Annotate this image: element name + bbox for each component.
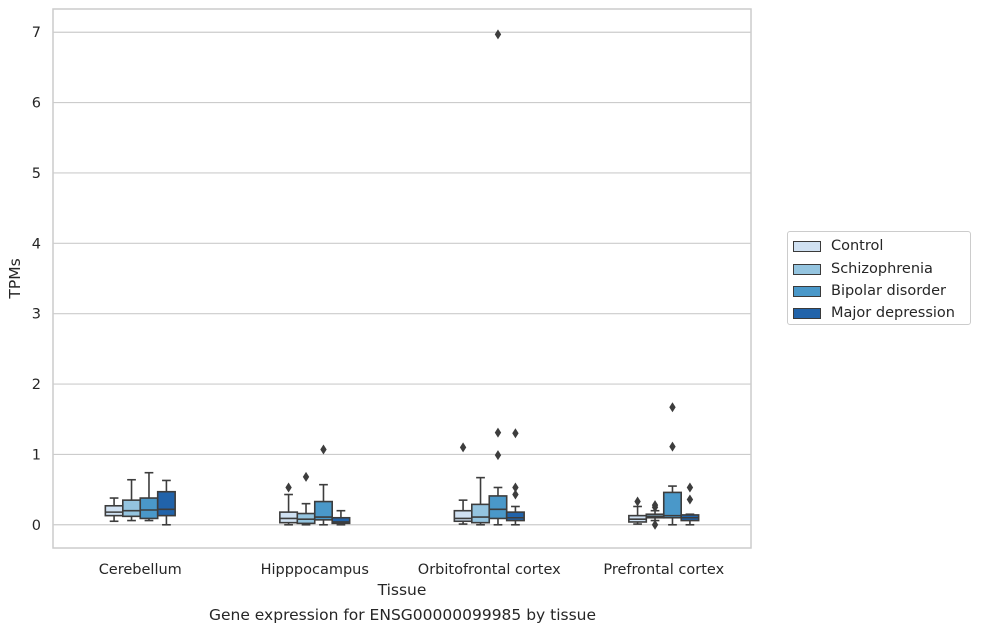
outlier-point bbox=[459, 442, 467, 453]
outlier-point bbox=[494, 29, 502, 40]
box bbox=[139, 497, 159, 520]
plot-frame bbox=[52, 8, 752, 549]
x-tick-label: Prefrontal cortex bbox=[603, 562, 724, 578]
outlier-point bbox=[512, 482, 519, 493]
box bbox=[279, 511, 299, 524]
legend-label: Schizophrenia bbox=[831, 261, 933, 277]
outlier-point bbox=[302, 471, 310, 482]
box bbox=[313, 500, 334, 521]
y-tick-label: 2 bbox=[32, 377, 41, 393]
y-tick-label: 6 bbox=[32, 96, 41, 112]
legend-label: Control bbox=[831, 238, 884, 254]
box bbox=[122, 499, 142, 518]
legend: Control Schizophrenia Bipolar disorder M… bbox=[787, 231, 971, 325]
y-tick-label: 4 bbox=[32, 236, 41, 252]
outlier-point bbox=[494, 450, 502, 461]
x-tick-label: Hipppocampus bbox=[261, 562, 369, 578]
outlier-point bbox=[669, 402, 676, 413]
legend-swatch bbox=[793, 263, 821, 275]
legend-swatch bbox=[793, 240, 821, 252]
box bbox=[505, 511, 525, 522]
outlier-point bbox=[686, 482, 694, 493]
legend-item: Schizophrenia bbox=[793, 259, 933, 279]
outlier-point bbox=[512, 489, 519, 500]
outlier-point bbox=[285, 482, 292, 493]
x-axis-label: Tissue bbox=[377, 581, 427, 599]
outlier-point bbox=[669, 441, 676, 452]
x-tick-label: Orbitofrontal cortex bbox=[418, 562, 561, 578]
y-tick-label: 0 bbox=[32, 518, 41, 534]
legend-item: Control bbox=[793, 236, 883, 256]
box bbox=[331, 516, 351, 525]
y-tick-label: 5 bbox=[32, 166, 41, 182]
legend-item: Bipolar disorder bbox=[793, 281, 946, 301]
legend-item: Major depression bbox=[793, 303, 955, 323]
box bbox=[662, 491, 683, 519]
box bbox=[156, 490, 176, 517]
outlier-point bbox=[494, 427, 502, 438]
x-tick-label: Cerebellum bbox=[99, 562, 182, 578]
box bbox=[104, 504, 124, 517]
outlier-point bbox=[512, 428, 519, 439]
y-tick-label: 3 bbox=[32, 307, 41, 323]
outlier-point bbox=[320, 444, 327, 455]
y-tick-label: 1 bbox=[32, 447, 41, 463]
legend-swatch bbox=[793, 285, 821, 297]
legend-swatch bbox=[793, 307, 821, 319]
y-axis-label: TPMs bbox=[6, 258, 24, 299]
box bbox=[470, 503, 491, 524]
y-tick-label: 7 bbox=[32, 25, 41, 41]
chart-caption: Gene expression for ENSG00000099985 by t… bbox=[208, 606, 597, 624]
box bbox=[453, 509, 473, 523]
outlier-point bbox=[634, 496, 641, 507]
outlier-point bbox=[651, 500, 659, 511]
outlier-point bbox=[686, 494, 694, 505]
legend-label: Major depression bbox=[831, 305, 955, 321]
legend-label: Bipolar disorder bbox=[831, 283, 946, 299]
box bbox=[488, 495, 508, 520]
outlier-point bbox=[651, 519, 659, 530]
